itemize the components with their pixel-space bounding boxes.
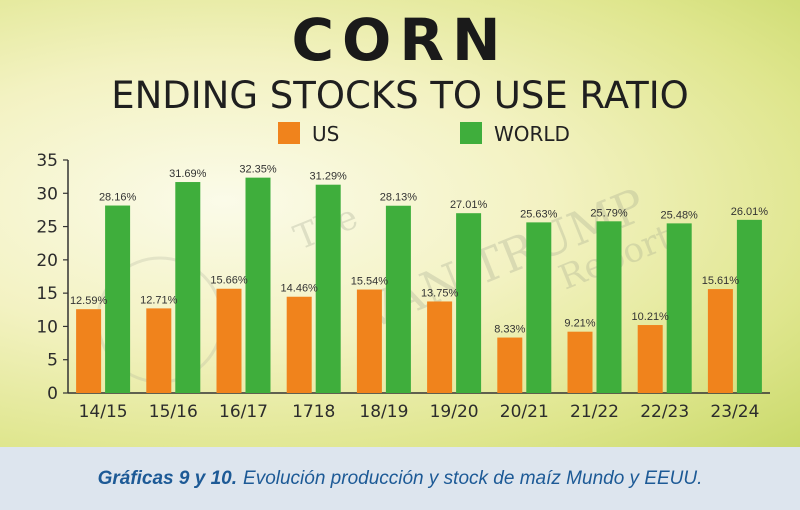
bars	[76, 177, 762, 393]
data-label-us-6: 8.33%	[494, 324, 525, 336]
data-label-world-1: 31.69%	[169, 168, 207, 180]
data-label-us-4: 15.54%	[351, 276, 389, 288]
data-label-us-2: 15.66%	[210, 275, 248, 287]
bar-world-5	[456, 213, 482, 393]
y-tick-label: 25	[36, 218, 58, 238]
caption-bold: Gráficas 9 y 10.	[97, 467, 238, 489]
legend-swatch-world	[460, 122, 482, 144]
data-labels: 12.59% 28.16% 12.71% 31.69% 15.66% 32.35% 14.4…	[70, 164, 768, 336]
bar-world-2	[245, 177, 271, 393]
bar-us-6	[497, 337, 523, 393]
legend-label-world: WORLD	[494, 122, 570, 146]
x-tick-label-2: 16/17	[219, 402, 268, 422]
bar-world-0	[105, 205, 131, 393]
data-label-world-0: 28.16%	[99, 192, 137, 204]
x-tick-label-7: 21/22	[570, 402, 619, 422]
y-tick-label: 15	[36, 284, 58, 304]
x-tick-label-0: 14/15	[79, 402, 128, 422]
x-tick-label-8: 22/23	[640, 402, 689, 422]
data-label-us-7: 9.21%	[564, 318, 595, 330]
data-label-world-9: 26.01%	[731, 206, 769, 218]
bar-world-4	[385, 205, 411, 393]
data-label-world-2: 32.35%	[239, 164, 277, 176]
bar-us-1	[146, 308, 172, 393]
data-label-world-8: 25.48%	[661, 209, 699, 221]
bar-world-8	[666, 223, 692, 393]
y-tick-label: 10	[36, 317, 58, 337]
data-label-world-6: 25.63%	[520, 208, 558, 220]
y-tick-label: 30	[36, 184, 58, 204]
y-tick-label: 5	[47, 351, 58, 371]
bar-world-9	[736, 219, 762, 393]
x-tick-label-6: 20/21	[500, 402, 549, 422]
bar-us-7	[567, 331, 593, 393]
x-tick-label-9: 23/24	[710, 402, 759, 422]
data-label-us-0: 12.59%	[70, 295, 108, 307]
data-label-world-3: 31.29%	[310, 171, 348, 183]
bar-world-1	[175, 182, 201, 393]
bar-world-6	[526, 222, 552, 393]
data-label-world-4: 28.13%	[380, 192, 418, 204]
legend: US WORLD	[278, 122, 570, 146]
data-label-world-7: 25.79%	[590, 207, 628, 219]
data-label-us-8: 10.21%	[632, 311, 670, 323]
bar-us-9	[707, 289, 733, 393]
chart-subtitle: ENDING STOCKS TO USE RATIO	[111, 74, 689, 117]
data-label-us-1: 12.71%	[140, 294, 178, 306]
chart: The VAN TRUMP Report CORN ENDING STOCKS …	[36, 6, 770, 422]
bar-us-8	[637, 325, 663, 393]
x-tick-label-1: 15/16	[149, 402, 198, 422]
data-label-us-3: 14.46%	[281, 283, 319, 295]
x-tick-label-5: 19/20	[430, 402, 479, 422]
bar-world-3	[315, 184, 341, 393]
data-label-us-5: 13.75%	[421, 287, 459, 299]
y-ticks: 0 5 10 15 20 25 30 35	[36, 151, 68, 404]
bar-us-5	[427, 301, 453, 393]
y-tick-label: 20	[36, 251, 58, 271]
legend-label-us: US	[312, 122, 339, 146]
figure-caption: Gráficas 9 y 10. Evolución producción y …	[0, 447, 800, 510]
x-tick-label-3: 1718	[292, 402, 335, 422]
bar-world-7	[596, 221, 622, 393]
data-label-us-9: 15.61%	[702, 275, 740, 287]
x-ticks: 14/15 15/16 16/17 1718 18/19 19/20 20/21 21/22 2…	[79, 402, 760, 422]
y-tick-label: 35	[36, 151, 58, 171]
caption-text: Evolución producción y stock de maíz Mun…	[243, 467, 703, 489]
chart-title: CORN	[291, 6, 508, 74]
data-label-world-5: 27.01%	[450, 199, 488, 211]
bar-us-3	[286, 296, 312, 393]
legend-swatch-us	[278, 122, 300, 144]
x-tick-label-4: 18/19	[359, 402, 408, 422]
chart-frame: The VAN TRUMP Report CORN ENDING STOCKS …	[0, 0, 800, 447]
bar-us-0	[76, 309, 102, 393]
y-tick-label: 0	[47, 384, 58, 404]
bar-us-2	[216, 288, 242, 393]
bar-us-4	[356, 289, 382, 393]
